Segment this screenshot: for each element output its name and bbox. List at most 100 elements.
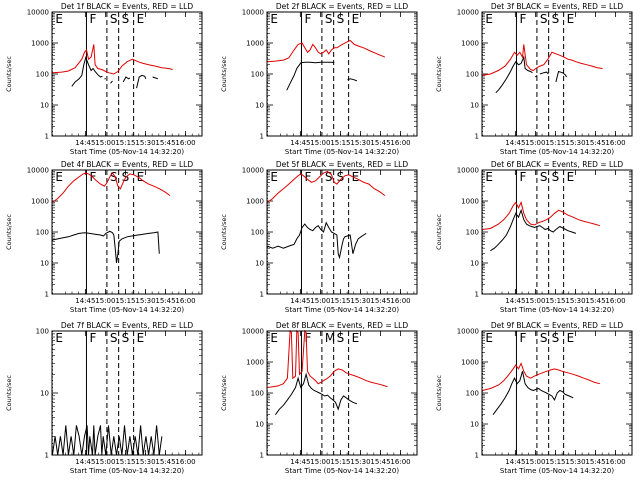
- panel-title: Det 7f BLACK = Events, RED = LLD: [61, 321, 194, 330]
- y-tick-label: 1000: [461, 198, 479, 206]
- plot-frame: [51, 330, 203, 456]
- x-tick-label: 15:15: [545, 458, 565, 466]
- series-lld-line: [482, 200, 601, 230]
- event-marker-label: F: [519, 12, 526, 26]
- x-tick-label: 15:00: [95, 139, 115, 147]
- event-marker-label: E: [55, 12, 63, 26]
- series-lld-line: [267, 170, 386, 203]
- x-tick-label: 15:00: [310, 139, 330, 147]
- event-marker-label: F: [304, 170, 311, 184]
- x-axis-label: Start Time (05-Nov-14 14:32:20): [285, 148, 399, 156]
- y-tick-label: 1000: [461, 40, 479, 48]
- series-lld-line: [267, 329, 388, 388]
- plot-frame: [481, 330, 633, 456]
- panel-title: Det 2f BLACK = Events, RED = LLD: [276, 2, 409, 11]
- x-tick-label: 16:00: [390, 297, 410, 305]
- event-marker-label: S: [337, 170, 345, 184]
- x-tick-label: 14:45: [75, 458, 95, 466]
- y-tick-label: 1000: [246, 40, 264, 48]
- y-tick-label: 10000: [242, 9, 264, 17]
- y-axis-label: Counts/sec: [435, 56, 443, 92]
- y-tick-label: 1: [45, 133, 49, 141]
- x-axis-label: Start Time (05-Nov-14 14:32:20): [70, 148, 184, 156]
- x-tick-label: 15:45: [155, 458, 175, 466]
- x-tick-label: 15:15: [115, 139, 135, 147]
- detector-panel-3: Det 3f BLACK = Events, RED = LLD Counts/s…: [435, 2, 633, 156]
- event-marker-label: E: [485, 12, 493, 26]
- x-tick-label: 15:45: [370, 297, 390, 305]
- y-axis-label: Counts/sec: [435, 375, 443, 411]
- series-events-line: [286, 61, 358, 91]
- detector-panel-4: Det 4f BLACK = Events, RED = LLD Counts/s…: [5, 160, 203, 314]
- event-marker-label: S: [540, 170, 548, 184]
- x-tick-label: 15:30: [565, 458, 585, 466]
- event-marker-label: E: [485, 331, 493, 345]
- x-tick-label: 15:30: [565, 139, 585, 147]
- x-axis-label: Start Time (05-Nov-14 14:32:20): [70, 306, 184, 314]
- panel-title: Det 4f BLACK = Events, RED = LLD: [61, 160, 194, 169]
- y-tick-label: 1: [45, 291, 49, 299]
- detector-panel-9: Det 9f BLACK = Events, RED = LLD Counts/s…: [435, 321, 633, 475]
- event-marker-label: S: [110, 12, 118, 26]
- event-marker-label: F: [519, 170, 526, 184]
- series-events-line: [51, 425, 163, 456]
- x-tick-label: 16:00: [390, 139, 410, 147]
- panel-title: Det 5f BLACK = Events, RED = LLD: [276, 160, 409, 169]
- y-tick-label: 100: [251, 229, 264, 237]
- x-tick-label: 14:45: [290, 458, 310, 466]
- series-lld-line: [482, 362, 601, 391]
- x-tick-label: 15:30: [350, 297, 370, 305]
- y-tick-label: 10000: [457, 9, 479, 17]
- event-marker-label: S: [122, 12, 130, 26]
- series-events-line: [490, 208, 577, 252]
- y-tick-label: 1000: [31, 40, 49, 48]
- event-marker-label: S: [110, 170, 118, 184]
- x-tick-label: 15:15: [545, 297, 565, 305]
- y-tick-label: 1000: [31, 198, 49, 206]
- plot-frame: [266, 169, 418, 295]
- y-tick-label: 100: [251, 390, 264, 398]
- x-tick-label: 15:00: [310, 458, 330, 466]
- event-marker-label: E: [55, 170, 63, 184]
- x-tick-label: 16:00: [605, 139, 625, 147]
- series-events-line: [267, 221, 367, 260]
- event-marker-label: E: [352, 12, 360, 26]
- x-tick-label: 15:45: [585, 139, 605, 147]
- x-tick-label: 14:45: [290, 297, 310, 305]
- event-marker-label: S: [110, 331, 118, 345]
- x-tick-label: 15:00: [525, 139, 545, 147]
- x-tick-label: 15:45: [155, 297, 175, 305]
- y-tick-label: 1: [45, 452, 49, 460]
- plot-frame: [481, 11, 633, 137]
- x-tick-label: 15:00: [95, 458, 115, 466]
- panel-title: Det 6f BLACK = Events, RED = LLD: [491, 160, 624, 169]
- y-axis-label: Counts/sec: [220, 214, 228, 250]
- x-tick-label: 15:30: [135, 458, 155, 466]
- event-marker-label: E: [567, 331, 575, 345]
- x-tick-label: 16:00: [605, 297, 625, 305]
- y-tick-label: 10000: [242, 328, 264, 336]
- event-marker-label: E: [137, 331, 145, 345]
- series-events-line: [492, 371, 574, 415]
- series-events-line: [71, 55, 159, 89]
- y-tick-label: 10000: [242, 167, 264, 175]
- event-marker-label: E: [270, 12, 278, 26]
- y-tick-label: 100: [251, 71, 264, 79]
- x-tick-label: 16:00: [175, 139, 195, 147]
- x-tick-label: 14:45: [505, 297, 525, 305]
- x-tick-label: 15:45: [370, 139, 390, 147]
- y-tick-label: 10: [470, 421, 479, 429]
- plot-frame: [51, 169, 203, 295]
- y-tick-label: 100: [466, 229, 479, 237]
- event-marker-label: S: [552, 12, 560, 26]
- detector-panel-7: Det 7f BLACK = Events, RED = LLD Counts/s…: [5, 321, 203, 475]
- event-marker-label: S: [325, 170, 333, 184]
- event-marker-label: S: [540, 331, 548, 345]
- x-axis-label: Start Time (05-Nov-14 14:32:20): [500, 306, 614, 314]
- x-tick-label: 15:15: [545, 139, 565, 147]
- y-tick-label: 10: [470, 102, 479, 110]
- x-tick-label: 15:30: [350, 458, 370, 466]
- event-marker-label: F: [304, 331, 311, 345]
- x-tick-label: 14:45: [505, 139, 525, 147]
